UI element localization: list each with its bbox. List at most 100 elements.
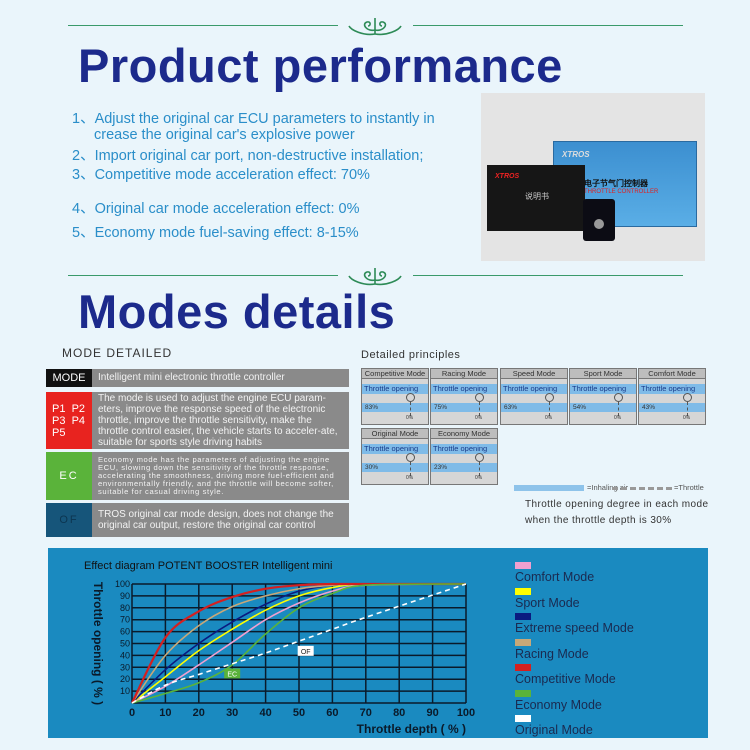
mode-detailed-title: MODE DETAILED xyxy=(62,346,173,360)
y-tick-label: 90 xyxy=(120,591,130,601)
legend-label: Extreme speed Mode xyxy=(515,621,634,635)
legend-swatch xyxy=(515,613,531,620)
throttle-opening-label: Throttle opening xyxy=(639,384,705,394)
legend-label: Competitive Mode xyxy=(515,672,616,686)
manual-booklet: XTROS 说明书 xyxy=(487,165,585,231)
principle-card: Competitive Mode Throttle opening 83% 0% xyxy=(361,368,429,425)
y-tick-label: 30 xyxy=(120,662,130,672)
throttle-opening-label: Throttle opening xyxy=(570,384,636,394)
valve-icon xyxy=(683,393,692,402)
annotation-label: OF xyxy=(301,649,311,656)
flourish-icon xyxy=(348,18,402,36)
card-value: 75% xyxy=(431,403,497,412)
principle-card: Speed Mode Throttle opening 63% 0% xyxy=(500,368,568,425)
y-tick-label: 50 xyxy=(120,639,130,649)
y-tick-label: 100 xyxy=(115,579,130,589)
y-tick-label: 60 xyxy=(120,627,130,637)
card-mode-label: Competitive Mode xyxy=(362,369,428,379)
valve-icon xyxy=(475,393,484,402)
series-line-economy-mode xyxy=(131,583,467,704)
legend-label: Economy Mode xyxy=(515,697,602,712)
annotation-label: EC xyxy=(227,671,237,678)
feature-1: 1、Adjust the original car ECU parameters… xyxy=(72,111,435,127)
legend-label: Racing Mode xyxy=(515,646,589,661)
chart-legend: Comfort Mode Sport Mode Extreme speed Mode… xyxy=(515,562,634,741)
legend-item: Original Mode xyxy=(515,715,634,737)
inhaling-air-label: =Inhaling air xyxy=(587,483,629,492)
x-tick-label: 20 xyxy=(193,707,205,719)
y-tick-label: 10 xyxy=(120,686,130,696)
principles-note: Throttle opening degree in each mode whe… xyxy=(525,499,709,526)
throttle-opening-label: Throttle opening xyxy=(431,384,497,394)
mode-row-of: OF TROS original car mode design, does n… xyxy=(46,503,349,537)
principles-title: Detailed principles xyxy=(361,349,461,361)
throttle-label: =Throttle xyxy=(674,483,704,492)
x-tick-label: 30 xyxy=(226,707,238,719)
legend-item: Economy Mode xyxy=(515,689,634,712)
x-tick-label: 40 xyxy=(259,707,271,719)
feature-5: 5、Economy mode fuel-saving effect: 8-15% xyxy=(72,225,359,241)
valve-icon xyxy=(406,453,415,462)
annotation-box xyxy=(297,645,314,656)
x-tick-label: 10 xyxy=(159,707,171,719)
controller-device xyxy=(583,199,615,241)
series-line-original-mode xyxy=(131,583,467,704)
mode-row: MODE Intelligent mini electronic throttl… xyxy=(46,369,349,387)
card-value: 23% xyxy=(431,463,497,472)
y-axis-label: Throttle opening ( % ) xyxy=(91,582,105,705)
ornament-divider xyxy=(68,16,683,36)
legend-label: Original Mode xyxy=(515,723,593,737)
valve-icon xyxy=(406,393,415,402)
feature-4: 4、Original car mode acceleration effect:… xyxy=(72,201,360,217)
legend-swatch xyxy=(515,638,531,646)
mode-row-ec: EC Economy mode has the parameters of ad… xyxy=(46,452,349,500)
throttle-swatch xyxy=(612,487,672,490)
card-value: 63% xyxy=(501,403,567,412)
card-mode-label: Comfort Mode xyxy=(639,369,705,379)
legend-swatch xyxy=(515,562,531,569)
throttle-opening-label: Throttle opening xyxy=(501,384,567,394)
valve-icon xyxy=(475,453,484,462)
y-tick-label: 40 xyxy=(120,650,130,660)
feature-1-cont: crease the original car's explosive powe… xyxy=(94,127,355,143)
feature-3: 3、Competitive mode acceleration effect: … xyxy=(72,167,370,183)
legend-item: Competitive Mode xyxy=(515,664,634,686)
y-tick-label: 70 xyxy=(120,615,130,625)
page-title: Product performance xyxy=(78,39,563,92)
principle-card: Economy Mode Throttle opening 23% 0% xyxy=(430,428,498,485)
x-axis-label: Throttle depth ( % ) xyxy=(357,722,466,736)
legend-item: Extreme speed Mode xyxy=(515,613,634,635)
x-tick-label: 80 xyxy=(393,707,405,719)
valve-icon xyxy=(545,393,554,402)
legend-swatch xyxy=(515,664,531,671)
valve-icon xyxy=(614,393,623,402)
card-mode-label: Speed Mode xyxy=(501,369,567,379)
chart-title: Effect diagram POTENT BOOSTER Intelligen… xyxy=(84,560,333,572)
legend-item: Comfort Mode xyxy=(515,562,634,584)
card-value: 30% xyxy=(362,463,428,472)
throttle-opening-label: Throttle opening xyxy=(362,384,428,394)
throttle-opening-label: Throttle opening xyxy=(431,444,497,454)
x-tick-label: 100 xyxy=(457,707,475,719)
effect-chart: 0 10 20 30 40 50 60 70 80 90 100102030405060708090… xyxy=(91,579,475,736)
y-tick-label: 20 xyxy=(120,674,130,684)
card-value: 83% xyxy=(362,403,428,412)
card-mode-label: Original Mode xyxy=(362,429,428,439)
series-line-competitive-mode xyxy=(131,582,466,704)
section-title: Modes details xyxy=(78,285,396,338)
card-value: 54% xyxy=(570,403,636,412)
legend-item: Sport Mode xyxy=(515,587,634,610)
legend-label: Comfort Mode xyxy=(515,570,595,584)
throttle-opening-label: Throttle opening xyxy=(362,444,428,454)
card-mode-label: Sport Mode xyxy=(570,369,636,379)
x-tick-label: 0 xyxy=(129,707,135,719)
flourish-icon xyxy=(348,268,402,286)
x-tick-label: 50 xyxy=(293,707,305,719)
principle-card: Original Mode Throttle opening 30% 0% xyxy=(361,428,429,485)
legend-label: Sport Mode xyxy=(515,595,580,610)
x-tick-label: 90 xyxy=(426,707,438,719)
legend-swatch xyxy=(515,689,531,697)
ornament-divider xyxy=(68,266,683,286)
card-value: 43% xyxy=(639,403,705,412)
inhaling-air-swatch xyxy=(514,485,584,491)
